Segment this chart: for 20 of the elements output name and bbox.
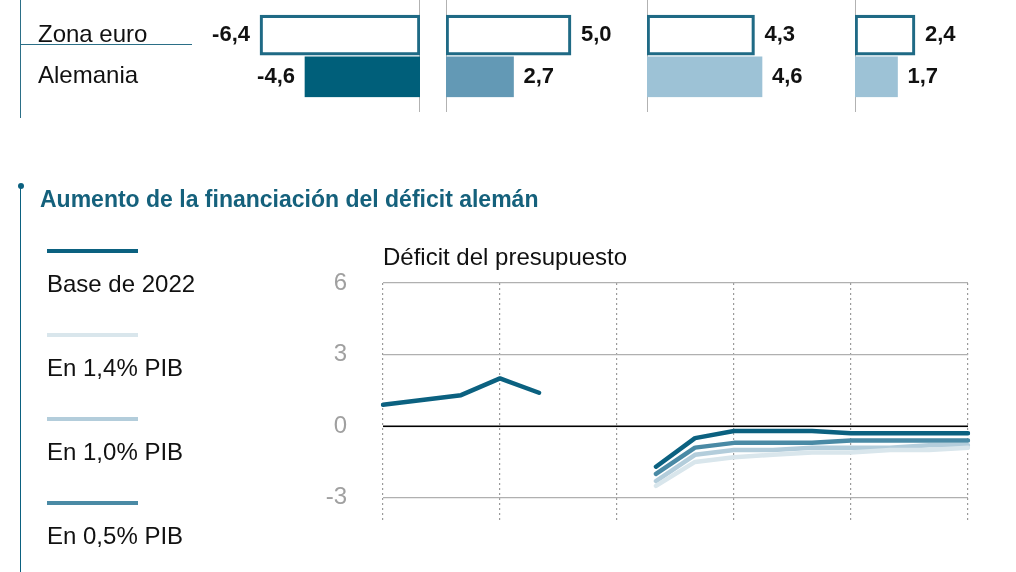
legend-label: En 1,0% PIB [47, 438, 185, 466]
data-label: 4,3 [764, 21, 796, 47]
data-label: 2,7 [523, 62, 555, 88]
data-label: -6,4 [212, 21, 251, 47]
legend-label: En 1,4% PIB [47, 354, 185, 382]
data-label: 2,4 [925, 21, 957, 47]
data-label: -4,6 [257, 62, 295, 88]
chart-title: Aumento de la financiación del déficit alemán [40, 186, 539, 213]
y-tick-label: 0 [333, 410, 347, 438]
y-tick-label: -3 [325, 482, 347, 510]
y-tick-label: 6 [333, 267, 347, 295]
data-label: 5,0 [581, 21, 612, 47]
chart-subtitle: Déficit del presupuesto [383, 243, 628, 271]
legend-label: En 0,5% PIB [47, 522, 185, 550]
y-tick-label: Zona euro [38, 19, 148, 47]
data-label: 4,6 [772, 62, 803, 88]
data-label: 1,7 [907, 62, 939, 88]
y-tick-label: 3 [333, 339, 347, 367]
legend-label: Base de 2022 [47, 270, 196, 298]
y-tick-label: Alemania [38, 61, 139, 89]
